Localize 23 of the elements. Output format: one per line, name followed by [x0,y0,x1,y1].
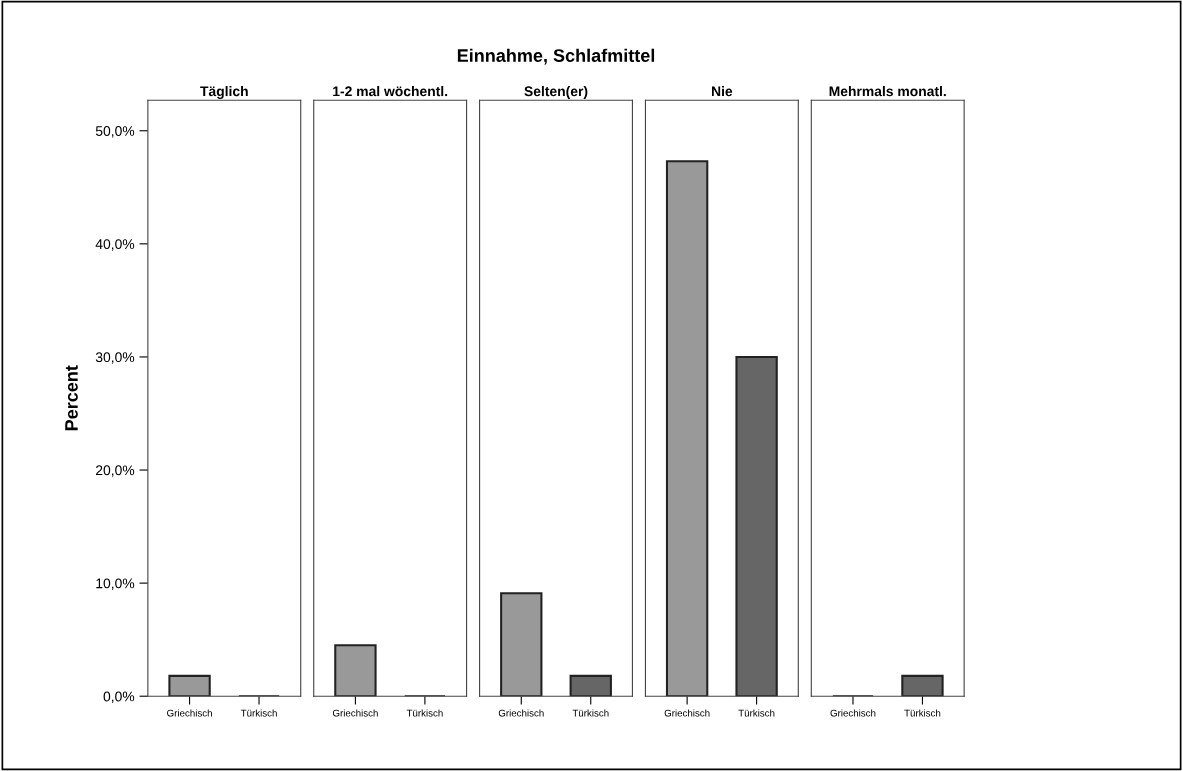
x-tick-label: Griechisch [498,709,544,717]
x-tick-label: Türkisch [572,709,609,717]
x-tick-label: Griechisch [167,709,212,717]
x-tick-label: Türkisch [904,709,941,717]
x-tick-label: Türkisch [738,709,775,717]
chart-title: Mehrmals monatl. [829,86,946,97]
chart-title: Selten(er) [524,86,588,99]
text: Einnahme, Schlafmittel [457,48,655,65]
y-tick-label: 40,0% [95,239,135,251]
y-tick-label: 50,0% [95,126,135,138]
x-tick-label: Griechisch [664,709,710,717]
x-tick-label: Türkisch [406,709,443,717]
y-axis-title: Percent [65,365,78,431]
chart-title: 1-2 mal wöchentl. [333,86,448,97]
y-tick-label: 20,0% [96,465,135,477]
chart-title: Täglich [200,86,248,100]
y-tick-label: 30,0% [95,352,135,364]
y-tick-label: 0,0% [103,691,135,704]
chart-title: Nie [711,86,733,97]
x-tick-label: Griechisch [332,709,378,717]
x-tick-label: Griechisch [830,709,876,717]
y-tick-label: 10,0% [96,578,135,590]
x-tick-label: Türkisch [240,709,277,717]
